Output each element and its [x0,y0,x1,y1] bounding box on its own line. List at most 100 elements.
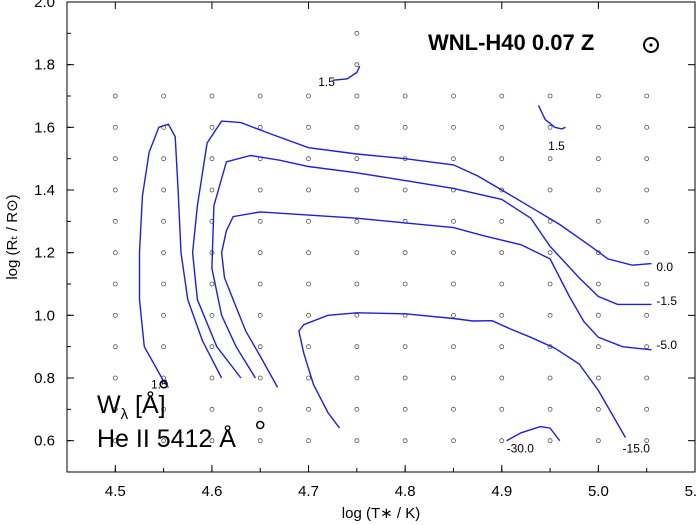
grid-point [306,406,311,412]
grid-point [112,438,118,444]
x-tick-label: 5.0 [588,483,609,500]
contour-label-4: -30.0 [507,442,535,456]
grid-point [402,406,408,412]
highlight-point [255,420,265,430]
grid-point [547,187,553,193]
grid-point [306,187,311,193]
grid-point [595,156,601,162]
grid-point [257,93,263,99]
grid-point [257,312,263,318]
contour-labels: 0.0 -1.5 -5.0 -15.0 -30.0 1.5 1.5 1.5 [151,75,677,456]
grid-point [354,250,360,256]
grid-point [161,187,167,193]
grid-point [595,406,601,412]
grid-point [547,406,553,412]
grid-point [112,250,118,256]
grid-point [161,406,167,412]
grid-point [112,93,118,99]
grid-point [354,124,360,130]
grid-point [306,250,311,256]
grid-point [595,375,601,381]
grid-point [306,218,311,224]
grid-point [306,312,311,318]
grid-point [499,124,505,130]
grid-point [499,344,505,350]
grid-point [451,312,456,318]
legend-line-2: He II 5412 Å [97,423,236,453]
grid-point [451,124,456,130]
grid-point [257,281,263,287]
grid-point [354,406,360,412]
grid-point [595,312,601,318]
grid-point [209,124,215,130]
grid-point [402,281,408,287]
grid-point [402,93,408,99]
contour-label-3: -15.0 [623,442,651,456]
grid-point [306,124,311,130]
grid-point [595,218,601,224]
grid-point [306,344,311,350]
contour-line-4 [298,312,627,438]
contour-line-1 [191,120,652,379]
x-tick-label: 5.1 [685,483,697,500]
grid-point [209,438,215,444]
grid-point [644,218,650,224]
legend-line-1-subscript: λ [121,406,129,423]
grid-point [644,312,650,318]
axis-ticks: 4.5 4.6 4.7 4.8 4.9 5.0 5.1 0.6 0.8 1.0 1.2 1.4 1.6 1… [34,0,697,500]
grid-point [499,406,505,412]
grid-point [547,312,553,318]
y-tick-label: 1.4 [34,182,55,199]
grid-point [547,93,553,99]
grid-point [209,375,215,381]
grid-point [499,438,505,444]
grid-point [451,375,456,381]
grid-point [644,124,650,130]
grid-point [547,438,553,444]
contour-line-7 [537,105,566,130]
grid-point [257,375,263,381]
grid-point [644,93,650,99]
model-grid-points [112,30,650,444]
grid-point [257,438,263,444]
grid-point [354,93,360,99]
grid-point [306,281,311,287]
y-tick-label: 1.6 [34,119,55,136]
grid-point [306,156,311,162]
plot-frame [66,1,696,473]
grid-point [547,156,553,162]
grid-point [644,250,650,256]
grid-point [112,312,118,318]
grid-point [112,187,118,193]
grid-point [257,187,263,193]
grid-point [499,281,505,287]
grid-point [595,438,601,444]
y-axis-title: log (Rₜ / R⊙) [4,194,21,279]
grid-point [161,218,167,224]
grid-point [306,93,311,99]
grid-point [595,281,601,287]
grid-point [354,375,360,381]
grid-point [161,344,167,350]
grid-point [644,406,650,412]
grid-point [354,312,360,318]
grid-point [451,218,456,224]
grid-point [595,187,601,193]
grid-point [451,156,456,162]
y-tick-label: 0.8 [34,370,55,387]
grid-point [354,218,360,224]
grid-point [547,250,553,256]
x-tick-label: 4.9 [491,483,512,500]
x-tick-label: 4.7 [298,483,319,500]
grid-point [499,250,505,256]
legend-line-1: Wλ [Å] [97,389,166,423]
grid-point [257,406,263,412]
grid-point [402,375,408,381]
grid-point [499,312,505,318]
contour-label-5: 1.5 [151,377,168,391]
y-tick-label: 2.0 [34,0,55,11]
grid-point [451,406,456,412]
grid-point [112,124,118,130]
